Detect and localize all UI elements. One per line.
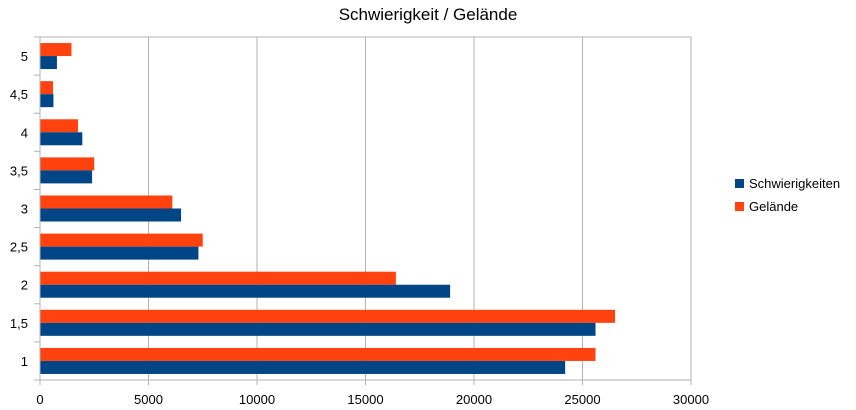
bar-schwierigkeiten-2 xyxy=(40,284,451,298)
x-tick-label: 5000 xyxy=(134,392,163,407)
bar-gel-nde-8 xyxy=(40,43,72,57)
y-tick-label: 2,5 xyxy=(10,240,28,255)
x-tick-label: 20000 xyxy=(456,392,492,407)
y-tick-label: 1,5 xyxy=(10,316,28,331)
chart-title: Schwierigkeit / Gelände xyxy=(339,5,518,24)
y-tick-label: 3 xyxy=(21,202,28,217)
bar-schwierigkeiten-1 xyxy=(40,322,596,336)
bar-schwierigkeiten-8 xyxy=(40,56,57,70)
bar-gel-nde-2 xyxy=(40,271,396,285)
bar-schwierigkeiten-6 xyxy=(40,132,83,146)
bar-schwierigkeiten-7 xyxy=(40,94,54,108)
legend-label: Schwierigkeiten xyxy=(749,176,840,191)
bar-schwierigkeiten-5 xyxy=(40,170,93,184)
y-tick-label: 5 xyxy=(21,49,28,64)
bar-schwierigkeiten-3 xyxy=(40,246,199,260)
legend-swatch xyxy=(735,202,744,211)
x-axis-ticks: 0 5000 10000 15000 20000 25000 30000 xyxy=(36,380,709,407)
bar-gel-nde-7 xyxy=(40,81,54,95)
x-tick-label: 30000 xyxy=(673,392,709,407)
y-tick-label: 4 xyxy=(21,125,28,140)
y-tick-label: 3,5 xyxy=(10,163,28,178)
y-axis-ticks: 1 1,5 2 2,5 3 3,5 4 4,5 5 xyxy=(10,36,41,381)
bar-gel-nde-6 xyxy=(40,119,78,133)
x-tick-label: 15000 xyxy=(347,392,383,407)
bar-gel-nde-3 xyxy=(40,233,203,247)
x-tick-label: 10000 xyxy=(239,392,275,407)
bar-gel-nde-5 xyxy=(40,157,95,171)
x-tick-label: 0 xyxy=(36,392,43,407)
bar-schwierigkeiten-0 xyxy=(40,360,566,374)
bars xyxy=(40,43,616,374)
legend-swatch xyxy=(735,179,744,188)
bar-gel-nde-0 xyxy=(40,347,596,361)
y-tick-label: 2 xyxy=(21,278,28,293)
y-tick-label: 1 xyxy=(21,354,28,369)
bar-gel-nde-1 xyxy=(40,309,616,323)
bar-gel-nde-4 xyxy=(40,195,173,209)
legend: Schwierigkeiten Gelände xyxy=(735,176,840,214)
legend-label: Gelände xyxy=(749,199,798,214)
bar-schwierigkeiten-4 xyxy=(40,208,182,222)
x-tick-label: 25000 xyxy=(564,392,600,407)
y-tick-label: 4,5 xyxy=(10,87,28,102)
